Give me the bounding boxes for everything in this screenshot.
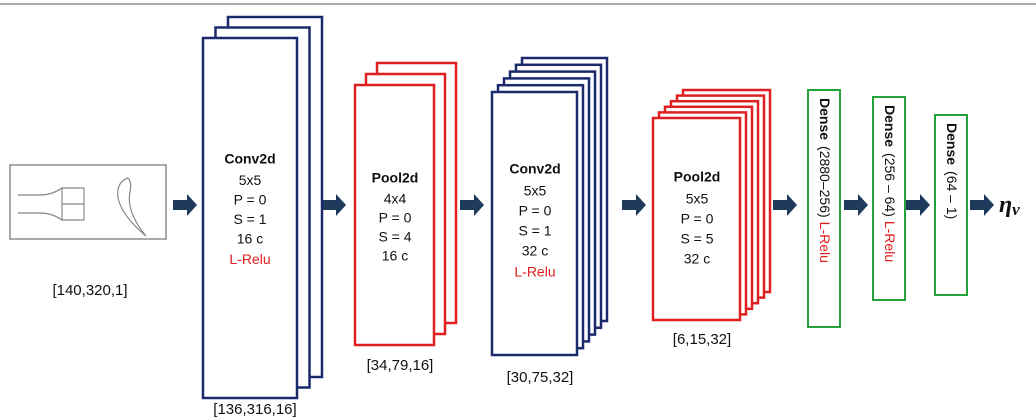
- dense-title: Dense: [817, 98, 833, 140]
- layer-title: Conv2d: [509, 161, 560, 177]
- layer-title: Conv2d: [224, 151, 275, 167]
- dense-box: [872, 96, 906, 301]
- layer-param: 32 c: [684, 251, 710, 267]
- arrow: [460, 194, 484, 216]
- feature-map: [651, 116, 742, 322]
- dense-box: [807, 89, 841, 328]
- layer-param: 5x5: [239, 172, 262, 188]
- layer-title: Pool2d: [372, 170, 419, 186]
- dense-title: Dense: [944, 123, 960, 165]
- feature-map: [353, 83, 436, 347]
- arrow: [173, 194, 197, 216]
- layer-activation: L-Relu: [229, 251, 270, 267]
- dense-size: (64 – 1): [944, 171, 960, 219]
- layer-param: S = 4: [378, 229, 411, 245]
- feature-map: [201, 36, 299, 400]
- dense-box: [934, 114, 968, 296]
- arrow: [622, 194, 646, 216]
- layer-param: 5x5: [686, 191, 709, 207]
- layer-param: 16 c: [237, 231, 263, 247]
- dense-label: Dense (256 – 64) L-Relu: [882, 105, 898, 262]
- layer-param: S = 1: [518, 223, 551, 239]
- dense-label: Dense (64 – 1): [944, 123, 960, 219]
- layer-param: P = 0: [519, 203, 552, 219]
- layer-param: 32 c: [522, 243, 548, 259]
- layer-param: 5x5: [524, 183, 547, 199]
- output-eta: η: [999, 192, 1012, 218]
- dense-size: (256 – 64): [882, 153, 898, 217]
- layer-shape: [6,15,32]: [673, 331, 731, 348]
- output-subscript: v: [1012, 200, 1020, 219]
- output-symbol: ηv: [999, 192, 1020, 219]
- arrow: [322, 194, 346, 216]
- layer-param: 16 c: [382, 248, 408, 264]
- arrow: [970, 194, 994, 216]
- dense-activation: L-Relu: [817, 222, 833, 263]
- dense-title: Dense: [882, 105, 898, 147]
- layer-param: S = 1: [233, 211, 266, 227]
- layer-param: S = 5: [680, 231, 713, 247]
- layer-param: P = 0: [379, 210, 412, 226]
- dense-label: Dense (2880–256) L-Relu: [817, 98, 833, 263]
- layer-activation: L-Relu: [514, 264, 555, 280]
- layer-shape: [30,75,32]: [507, 369, 574, 386]
- arrow: [773, 194, 797, 216]
- layer-param: P = 0: [681, 211, 714, 227]
- layer-title: Pool2d: [674, 169, 721, 185]
- dense-size: (2880–256): [817, 146, 833, 218]
- feature-map: [490, 90, 579, 357]
- layer-param: 4x4: [384, 191, 407, 207]
- input-image: [9, 164, 167, 240]
- layer-shape: [136,316,16]: [213, 401, 296, 418]
- layer-shape: [34,79,16]: [367, 357, 434, 374]
- dense-activation: L-Relu: [882, 221, 898, 262]
- arrow: [844, 194, 868, 216]
- layer-param: P = 0: [234, 192, 267, 208]
- arrow: [906, 194, 930, 216]
- input-shape: [140,320,1]: [52, 282, 127, 299]
